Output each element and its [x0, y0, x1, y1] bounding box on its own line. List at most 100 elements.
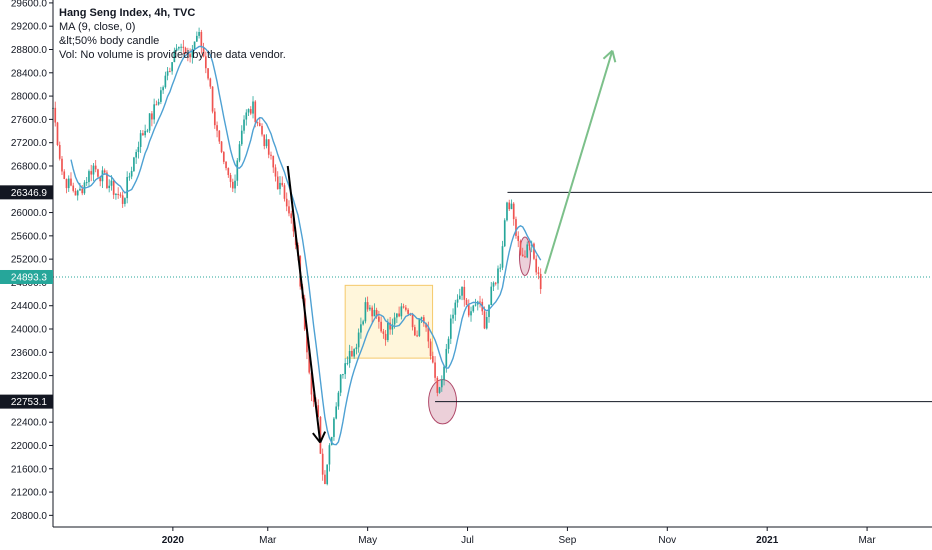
candle-body [234, 180, 236, 189]
candle-body [72, 185, 75, 191]
candle-body [393, 317, 396, 325]
candle-body [458, 295, 461, 300]
candle-body [479, 301, 481, 303]
candle-body [285, 198, 288, 207]
candle-body [400, 306, 403, 317]
candle-body [139, 133, 142, 147]
candle-body [160, 90, 162, 102]
x-tick-label: Mar [858, 535, 876, 546]
candle-body [249, 109, 252, 114]
candle-body [272, 155, 275, 168]
candle-body [79, 188, 81, 191]
candle-body [202, 47, 205, 57]
candle-body [88, 171, 90, 183]
candle-body [94, 165, 97, 170]
axes [52, 0, 932, 528]
candle-body [276, 176, 279, 190]
candle-body [506, 202, 508, 221]
candle-body [76, 190, 79, 196]
candle-body [142, 133, 144, 136]
candle-body [97, 169, 99, 177]
price-tags: 26346.9 24893.3 22753.1 [0, 185, 53, 409]
candle-body [337, 392, 340, 407]
candle-body [155, 104, 158, 106]
candle-body [371, 307, 373, 317]
candle-body [494, 282, 497, 284]
candle-body [440, 379, 443, 388]
candle-body [416, 335, 418, 337]
candle-body [218, 130, 221, 142]
candle-body [166, 71, 169, 76]
x-tick-label: Jul [461, 535, 474, 546]
candle-body [126, 177, 129, 199]
candle-body [463, 286, 466, 300]
candle-body [402, 306, 405, 308]
candle-body [308, 352, 311, 373]
candle-body [124, 198, 126, 204]
candle-body [387, 322, 389, 341]
x-axis-labels: 2020 Mar May Jul Sep Nov 2021 Mar [162, 527, 876, 546]
y-tick-label: 25600.0 [11, 231, 48, 242]
y-tick-label: 21600.0 [11, 464, 48, 475]
legend-ma: MA (9, close, 0) [59, 21, 136, 33]
candle-body [144, 130, 146, 136]
y-tick-label: 23200.0 [11, 371, 48, 382]
candle-body [258, 123, 261, 126]
candle-body [238, 144, 241, 161]
candle-body [351, 351, 353, 357]
candle-body [184, 47, 187, 54]
candle-body [515, 219, 517, 236]
candle-body [422, 317, 425, 324]
candle-body [456, 299, 459, 303]
candle-body [117, 193, 120, 195]
candle-body [119, 194, 122, 196]
candle-body [135, 152, 137, 158]
candle-body [418, 318, 421, 336]
candle-body [474, 304, 477, 306]
legend-title: Hang Seng Index, 4h, TVC [59, 7, 196, 19]
candle-body [319, 416, 322, 454]
candle-body [510, 203, 513, 210]
candle-body [169, 71, 171, 73]
y-tick-label: 28800.0 [11, 45, 48, 56]
candle-body [243, 119, 245, 131]
candle-body [90, 171, 93, 175]
candle-body [220, 141, 223, 153]
y-tick-label: 22000.0 [11, 441, 48, 452]
candle-body [211, 86, 214, 112]
candle-body [499, 267, 502, 269]
candle-body [81, 188, 84, 194]
y-tick-label: 23600.0 [11, 348, 48, 359]
candle-body [429, 341, 432, 357]
candle-body [245, 112, 248, 120]
candle-body [133, 157, 135, 171]
candle-body [436, 377, 439, 393]
candle-body [306, 329, 308, 353]
candle-body [290, 213, 293, 219]
candle-body [191, 48, 194, 58]
candle-body [490, 286, 493, 306]
candle-body [407, 309, 409, 314]
candle-body [292, 218, 295, 232]
candle-body [465, 299, 468, 305]
candle-body [92, 165, 95, 175]
candle-body [189, 54, 191, 58]
candle-body [326, 464, 329, 485]
candle-body [112, 180, 115, 195]
y-tick-label: 29200.0 [11, 22, 48, 33]
candle-body [108, 185, 111, 189]
candle-body [398, 313, 400, 317]
candle-body [263, 134, 266, 147]
candle-body [535, 258, 538, 273]
candle-body [56, 122, 59, 145]
candle-body [61, 158, 63, 172]
candle-body [384, 333, 387, 341]
candle-body [517, 235, 520, 242]
candle-body [63, 171, 66, 179]
candle-body [70, 178, 72, 186]
candle-body [369, 307, 371, 310]
candle-body [472, 305, 475, 312]
consolidation-rect [344, 284, 434, 359]
